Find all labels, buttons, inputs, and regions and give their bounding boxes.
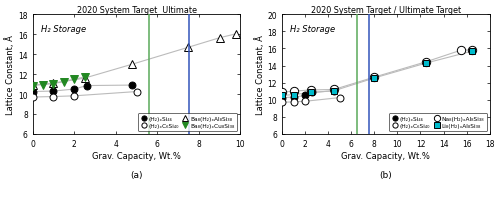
Y-axis label: Lattice Constant, Å: Lattice Constant, Å	[6, 35, 16, 114]
Text: (a): (a)	[130, 170, 143, 179]
Legend: (H₂)ₓSi₄₆, (H₂)ₓC₆Si₄₀, Na₈(H₂)ₓAl₈Si₃₈, Li₈(H₂)ₓAl₈Si₃₈: (H₂)ₓSi₄₆, (H₂)ₓC₆Si₄₀, Na₈(H₂)ₓAl₈Si₃₈,…	[389, 113, 487, 131]
Title: 2020 System Target  Ultimate: 2020 System Target Ultimate	[76, 6, 196, 14]
X-axis label: Grav. Capacity, Wt.%: Grav. Capacity, Wt.%	[342, 151, 430, 160]
Legend: (H₂)ₓSi₄₆, (H₂)ₓC₆Si₄₀, Ba₈(H₂)ₓAl₈Si₃₈, Ba₈(H₂)ₓCu₈Si₃₈: (H₂)ₓSi₄₆, (H₂)ₓC₆Si₄₀, Ba₈(H₂)ₓAl₈Si₃₈,…	[138, 113, 237, 131]
X-axis label: Grav. Capacity, Wt.%: Grav. Capacity, Wt.%	[92, 151, 181, 160]
Text: H₂ Storage: H₂ Storage	[41, 25, 86, 34]
Title: 2020 System Target / Ultimate Target: 2020 System Target / Ultimate Target	[311, 6, 461, 14]
Y-axis label: Lattice Constant, Å: Lattice Constant, Å	[255, 35, 265, 114]
Text: H₂ Storage: H₂ Storage	[290, 25, 336, 34]
Text: (b): (b)	[380, 170, 392, 179]
